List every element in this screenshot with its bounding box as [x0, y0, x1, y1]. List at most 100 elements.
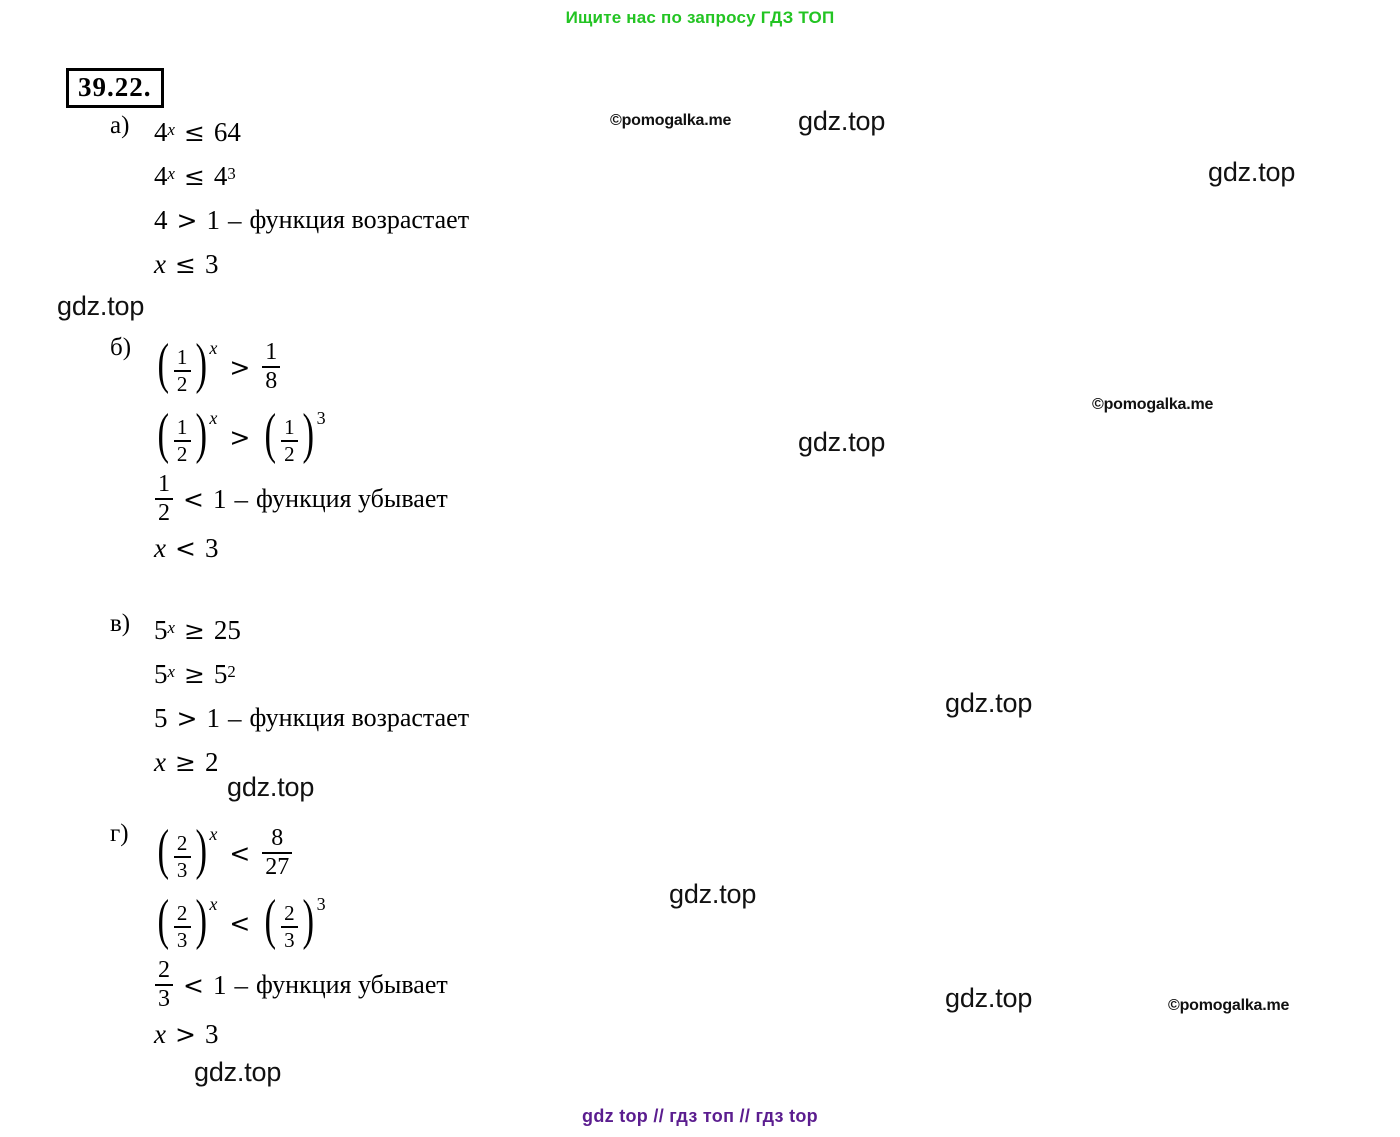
left-paren: ( — [157, 819, 170, 882]
parenthesized-fraction: ( 2 3 ) x — [154, 819, 218, 882]
solution-part-b: б) ( 1 2 ) x > 1 8 — [110, 332, 448, 571]
relation-operator: ≥ — [174, 747, 196, 777]
fraction-bar — [280, 925, 298, 928]
dash: – — [227, 204, 242, 235]
relation-operator: > — [229, 352, 251, 382]
relation-operator: > — [176, 205, 198, 235]
denominator: 3 — [158, 986, 170, 1013]
fraction-bar — [173, 855, 191, 858]
fraction: 8 27 — [262, 824, 293, 881]
relation-operator: < — [174, 534, 196, 564]
left-value: 4 — [154, 204, 168, 235]
numerator: 1 — [284, 415, 295, 440]
watermark-gdztop: gdz.top — [945, 688, 1033, 718]
numerator: 2 — [284, 901, 295, 926]
part-b-label: б) — [110, 334, 132, 361]
numerator: 2 — [176, 901, 188, 926]
relation-operator: > — [229, 422, 251, 452]
part-b-line-4: x < 3 — [154, 527, 448, 571]
part-b-lines: ( 1 2 ) x > 1 8 ( — [154, 332, 448, 571]
dash: – — [227, 702, 242, 733]
relation-operator: ≤ — [174, 249, 196, 279]
watermark-pomogalka: ©pomogalka.me — [1092, 396, 1214, 413]
monotonicity-text: функция убывает — [255, 970, 448, 1000]
watermark-gdztop: gdz.top — [57, 291, 145, 321]
numerator: 1 — [176, 415, 188, 440]
part-g-line-2: ( 2 3 ) x < ( 2 3 — [154, 888, 448, 958]
relation-operator: < — [183, 484, 204, 514]
dash: – — [234, 483, 248, 514]
parenthesized-fraction: ( 1 2 ) 3 — [261, 403, 326, 466]
fraction-bar — [173, 439, 191, 442]
fraction: 1 2 — [280, 415, 298, 466]
right-paren: ) — [302, 889, 315, 952]
part-v-line-3: 5 > 1 – функция возрастает — [154, 696, 469, 740]
exponent: x — [209, 408, 218, 429]
numerator: 1 — [158, 471, 170, 497]
watermark-gdztop: gdz.top — [1208, 157, 1296, 187]
right-hand-side: 25 — [213, 614, 241, 645]
variable: x — [154, 248, 166, 279]
exponent: 3 — [316, 408, 326, 429]
watermark-gdztop: gdz.top — [194, 1057, 282, 1087]
monotonicity-text: функция возрастает — [249, 205, 470, 234]
fraction-bar — [173, 369, 191, 372]
part-v-line-4: x ≥ 2 — [154, 740, 469, 784]
part-b-line-1: ( 1 2 ) x > 1 8 — [154, 332, 448, 402]
relation-operator: < — [229, 838, 251, 868]
relation-operator: ≤ — [183, 117, 205, 147]
fraction-bar — [155, 984, 173, 987]
part-a-line-4: x ≤ 3 — [154, 242, 469, 286]
watermark-pomogalka: ©pomogalka.me — [1168, 997, 1290, 1014]
left-paren: ( — [157, 403, 170, 466]
denominator: 2 — [158, 500, 170, 527]
right-value: 1 — [212, 969, 227, 1000]
denominator: 2 — [284, 441, 295, 466]
fraction: 2 3 — [173, 831, 191, 882]
exponent: x — [209, 824, 218, 845]
part-g-line-1: ( 2 3 ) x < 8 27 — [154, 818, 448, 888]
numerator: 1 — [265, 338, 278, 365]
parenthesized-fraction: ( 1 2 ) x — [154, 403, 218, 466]
relation-operator: > — [176, 703, 198, 733]
base: 4 — [213, 160, 228, 191]
fraction-bar — [155, 498, 173, 501]
part-b-line-3: 1 2 < 1 – функция убывает — [154, 471, 448, 527]
bottom-promo-banner: gdz top // гдз топ // гдз top — [582, 1106, 818, 1126]
denominator: 3 — [176, 857, 188, 882]
monotonicity-text: функция убывает — [255, 484, 448, 514]
relation-operator: ≥ — [183, 615, 205, 645]
fraction: 1 2 — [155, 471, 173, 527]
relation-operator: > — [174, 1020, 196, 1050]
fraction-bar — [262, 852, 293, 854]
denominator: 3 — [176, 927, 188, 952]
exponent: 3 — [316, 894, 326, 915]
parenthesized-fraction: ( 2 3 ) x — [154, 892, 218, 951]
numerator: 2 — [176, 831, 188, 856]
part-g-label: г) — [110, 820, 129, 847]
answer-value: 2 — [204, 746, 219, 777]
base: 5 — [154, 658, 168, 689]
relation-operator: < — [183, 970, 204, 1000]
relation-operator: ≤ — [183, 161, 205, 191]
right-value: 1 — [206, 204, 220, 235]
part-v-label: в) — [110, 610, 131, 637]
fraction: 2 3 — [155, 957, 173, 1013]
right-paren: ) — [302, 403, 315, 466]
part-g-line-4: x > 3 — [154, 1013, 448, 1057]
numerator: 2 — [158, 957, 170, 983]
fraction: 1 8 — [262, 338, 281, 395]
base: 4 — [154, 116, 168, 147]
right-value: 1 — [206, 702, 220, 733]
watermark-gdztop: gdz.top — [227, 772, 315, 802]
numerator: 8 — [271, 824, 284, 851]
denominator: 2 — [176, 371, 188, 396]
watermark-gdztop: gdz.top — [669, 879, 757, 909]
right-value: 1 — [212, 483, 227, 514]
variable: x — [154, 1019, 166, 1050]
left-value: 5 — [154, 702, 168, 733]
